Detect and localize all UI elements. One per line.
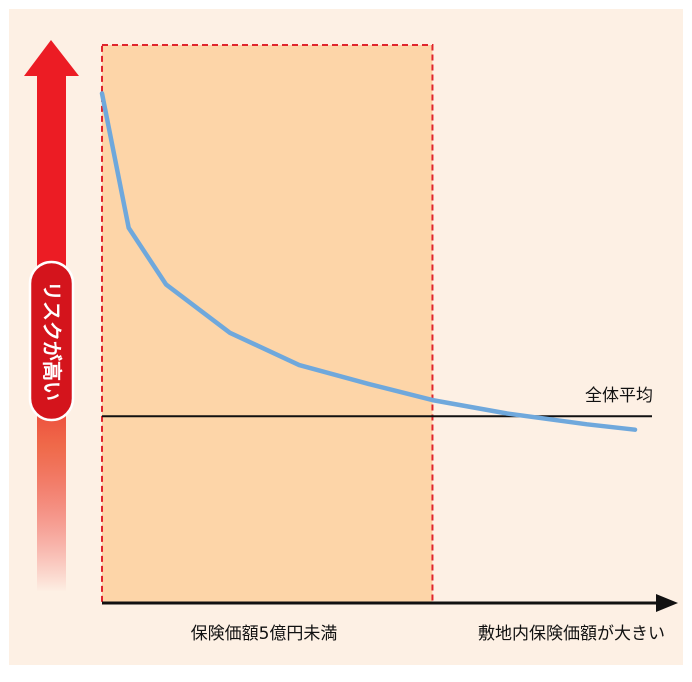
risk-curve-line	[99, 91, 638, 432]
highlight-region-label: 保険価額5億円未満	[191, 624, 338, 644]
risk-badge	[28, 260, 75, 422]
risk-badge-label: リスクが高い	[40, 281, 64, 401]
x-axis-label: 敷地内保険価額が大きい	[478, 624, 665, 644]
risk-arrow-head	[24, 40, 79, 76]
highlight-region	[101, 44, 434, 604]
average-label: 全体平均	[585, 386, 653, 406]
x-axis-arrowhead	[656, 594, 678, 612]
